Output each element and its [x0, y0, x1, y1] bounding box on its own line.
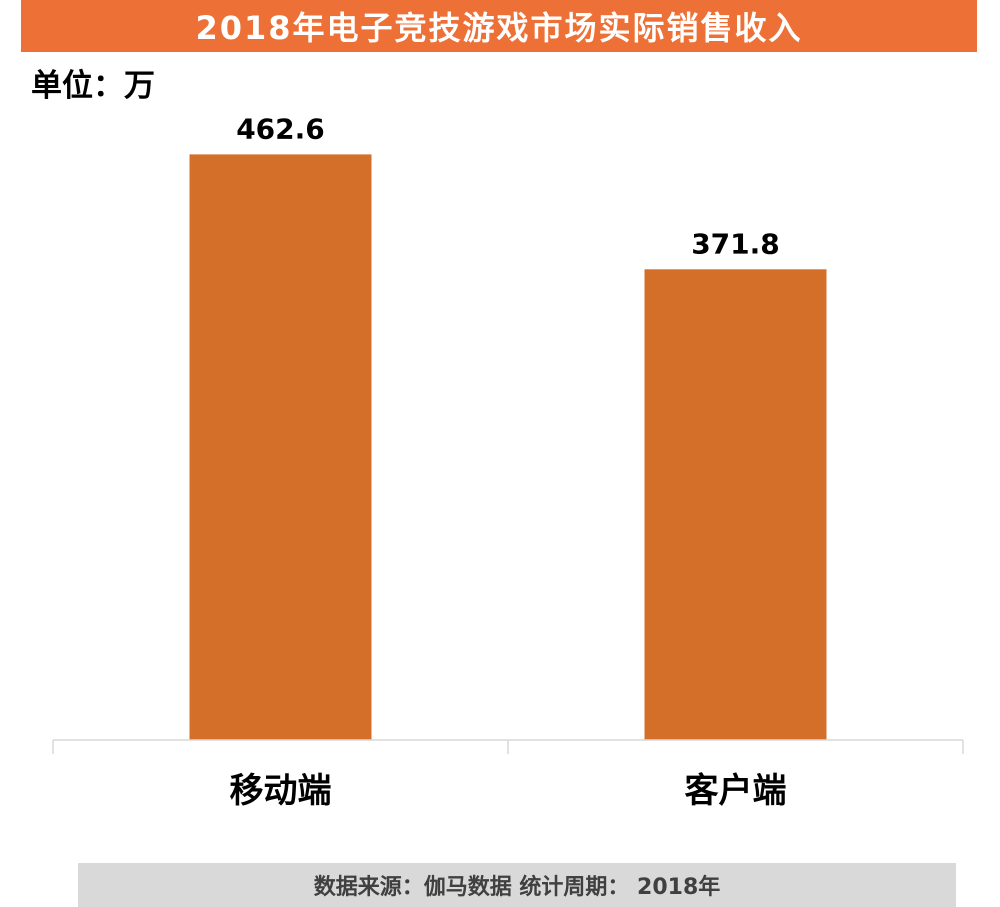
bar-value-label: 371.8	[691, 227, 780, 260]
chart-title: 2018年电子竞技游戏市场实际销售收入	[195, 9, 803, 47]
data-source-note: 数据来源：伽马数据 统计周期： 2018年	[313, 875, 721, 900]
title-bar: 2018年电子竞技游戏市场实际销售收入	[21, 0, 977, 52]
bar-chart: 462.6 移动端 371.8 客户端	[52, 112, 964, 811]
bar-2	[644, 269, 827, 740]
unit-label: 单位：万	[31, 68, 155, 104]
category-label: 移动端	[230, 771, 332, 811]
category-label: 客户端	[685, 771, 787, 811]
bar-value-label: 462.6	[236, 112, 325, 145]
bar-1	[189, 154, 372, 740]
footer-bar: 数据来源：伽马数据 统计周期： 2018年	[78, 863, 956, 907]
